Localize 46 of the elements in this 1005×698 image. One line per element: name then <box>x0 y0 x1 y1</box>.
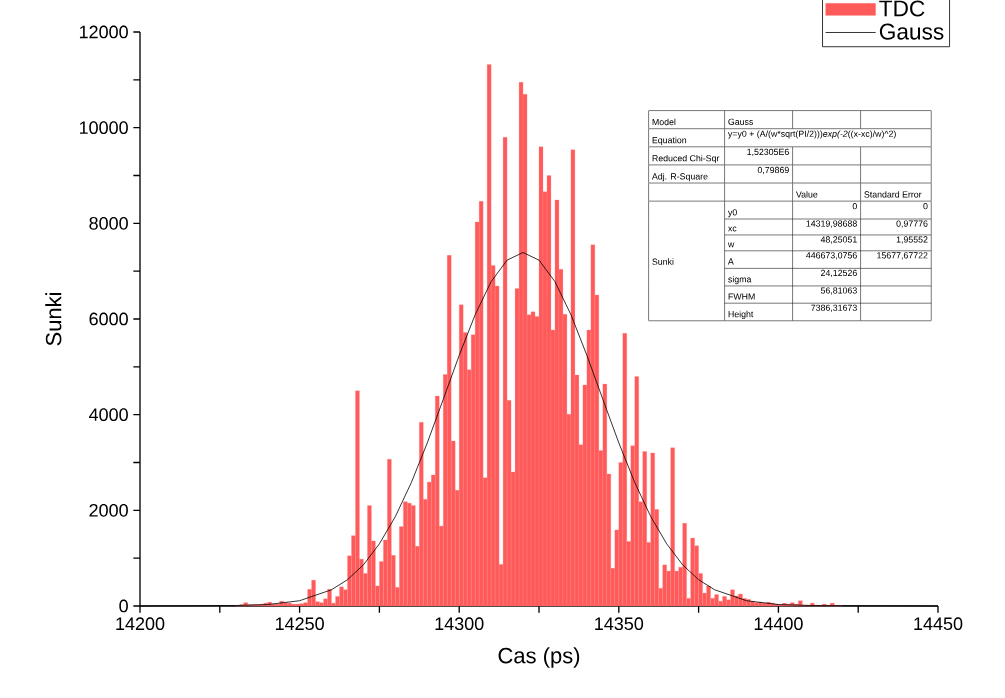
annotation: 56,81063 <box>820 287 857 295</box>
annotation: A <box>727 258 734 265</box>
y-tick-label: 2000 <box>89 503 128 517</box>
annotation: 446673,0756 <box>806 252 857 260</box>
annotation: y0 <box>727 209 737 218</box>
y-tick-label: 12000 <box>79 25 128 39</box>
x-tick-label: 14400 <box>754 617 803 631</box>
annotation: 0,97776 <box>896 220 928 228</box>
annotation: 0 <box>923 203 928 210</box>
y-tick-label: 0 <box>119 599 128 613</box>
annotation: 1,52305E6 <box>747 148 789 157</box>
annotation: Height <box>728 310 754 319</box>
x-tick-label: 14250 <box>275 617 324 631</box>
annotation: Model <box>652 118 676 126</box>
x-tick-label: 14350 <box>595 617 644 631</box>
annotation: 48,25051 <box>820 236 857 244</box>
annotation: 0,79869 <box>757 166 789 175</box>
annotation: Standard Error <box>864 191 922 198</box>
annotation: Equation <box>652 136 687 145</box>
legend-label: TDC <box>879 0 925 17</box>
annotation: Value <box>795 191 818 198</box>
annotation: Reduced Chi-Sqr <box>652 154 720 164</box>
legend-label: Gauss <box>879 23 944 40</box>
annotation: 1,95552 <box>896 236 928 244</box>
y-tick-label: 4000 <box>89 408 128 422</box>
x-tick-label: 14450 <box>914 617 963 631</box>
x-tick-label: 14200 <box>116 617 165 631</box>
annotation: 24,12526 <box>820 269 857 278</box>
annotation: 14319,98688 <box>806 220 857 228</box>
annotation: Adj. R-Square <box>651 173 708 182</box>
annotation: y=y0 + (A/(w*sqrt(PI/2)))exp(-2((x-xc)/w)^2) <box>727 130 896 139</box>
annotation: Gauss <box>728 118 754 125</box>
x-axis-title: Cas (ps) <box>498 647 580 668</box>
x-tick-label: 14300 <box>435 617 484 631</box>
y-tick-label: 8000 <box>89 216 128 230</box>
annotation: Sunki <box>652 258 674 265</box>
y-tick-label: 10000 <box>79 121 128 135</box>
y-tick-label: 6000 <box>89 312 128 326</box>
annotation: 15677,67722 <box>877 252 928 260</box>
annotation: 0 <box>852 203 857 210</box>
annotation: 7386,31673 <box>811 304 857 312</box>
annotation: FWHM <box>728 293 755 300</box>
annotation: xc <box>728 226 737 232</box>
annotation: sigma <box>728 275 752 285</box>
y-axis-title: Sunki <box>45 292 62 346</box>
annotation: w <box>727 242 735 248</box>
